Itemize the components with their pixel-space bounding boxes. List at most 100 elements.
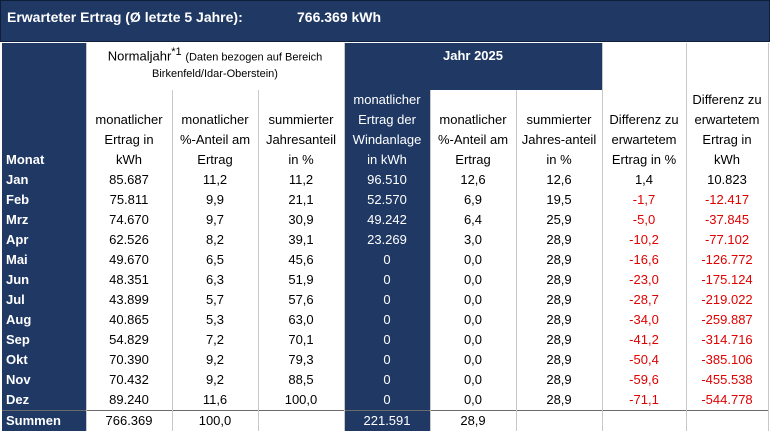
month-cell[interactable]: Jun [2, 270, 87, 290]
group-blank-diff-pct[interactable] [602, 43, 687, 90]
value-cell-c1[interactable]: 48.351 [86, 270, 173, 290]
value-cell-c8[interactable]: -385.106 [686, 350, 769, 370]
value-cell-c8[interactable]: -314.716 [686, 330, 769, 350]
group-jahr-2025[interactable]: Jahr 2025 [344, 43, 603, 90]
value-cell-c8[interactable]: -12.417 [686, 190, 769, 210]
value-cell-c6[interactable]: 28,9 [516, 290, 603, 310]
value-cell-c6[interactable]: 28,9 [516, 310, 603, 330]
group-normaljahr[interactable]: Normaljahr*1 (Daten bezogen auf Bereich … [86, 43, 345, 90]
value-cell-c2[interactable]: 11,6 [172, 390, 259, 411]
value-cell-c1[interactable]: 43.899 [86, 290, 173, 310]
value-cell-c3[interactable]: 11,2 [258, 170, 345, 190]
summen-c3[interactable] [258, 410, 345, 431]
value-cell-c5[interactable]: 0,0 [430, 250, 517, 270]
month-cell[interactable]: Nov [2, 370, 87, 390]
value-cell-c3[interactable]: 57,6 [258, 290, 345, 310]
value-cell-c5[interactable]: 0,0 [430, 310, 517, 330]
value-cell-c7[interactable]: -50,4 [602, 350, 687, 370]
value-cell-c7[interactable]: -71,1 [602, 390, 687, 411]
value-cell-c5[interactable]: 0,0 [430, 290, 517, 310]
value-cell-c4[interactable]: 0 [344, 250, 431, 270]
value-cell-c3[interactable]: 51,9 [258, 270, 345, 290]
value-cell-c8[interactable]: -175.124 [686, 270, 769, 290]
month-cell[interactable]: Dez [2, 390, 87, 411]
value-cell-c6[interactable]: 28,9 [516, 370, 603, 390]
header-monat[interactable]: Monat [2, 90, 87, 170]
value-cell-c3[interactable]: 100,0 [258, 390, 345, 411]
value-cell-c1[interactable]: 75.811 [86, 190, 173, 210]
value-cell-c3[interactable]: 70,1 [258, 330, 345, 350]
value-cell-c4[interactable]: 0 [344, 290, 431, 310]
value-cell-c3[interactable]: 30,9 [258, 210, 345, 230]
value-cell-c6[interactable]: 25,9 [516, 210, 603, 230]
month-cell[interactable]: Apr [2, 230, 87, 250]
value-cell-c2[interactable]: 9,2 [172, 370, 259, 390]
value-cell-c2[interactable]: 9,2 [172, 350, 259, 370]
header-c4[interactable]: monatlicher Ertrag der Windanlage in kWh [344, 90, 431, 170]
value-cell-c1[interactable]: 89.240 [86, 390, 173, 411]
summen-c6[interactable] [516, 410, 603, 431]
month-cell[interactable]: Jul [2, 290, 87, 310]
value-cell-c3[interactable]: 79,3 [258, 350, 345, 370]
value-cell-c4[interactable]: 0 [344, 310, 431, 330]
value-cell-c2[interactable]: 9,9 [172, 190, 259, 210]
value-cell-c1[interactable]: 70.390 [86, 350, 173, 370]
value-cell-c6[interactable]: 28,9 [516, 350, 603, 370]
value-cell-c1[interactable]: 85.687 [86, 170, 173, 190]
value-cell-c3[interactable]: 63,0 [258, 310, 345, 330]
value-cell-c7[interactable]: -5,0 [602, 210, 687, 230]
value-cell-c5[interactable]: 6,9 [430, 190, 517, 210]
value-cell-c6[interactable]: 19,5 [516, 190, 603, 210]
value-cell-c6[interactable]: 28,9 [516, 330, 603, 350]
value-cell-c5[interactable]: 0,0 [430, 350, 517, 370]
value-cell-c7[interactable]: -23,0 [602, 270, 687, 290]
summen-c4[interactable]: 221.591 [344, 410, 431, 431]
value-cell-c5[interactable]: 0,0 [430, 270, 517, 290]
value-cell-c4[interactable]: 0 [344, 350, 431, 370]
value-cell-c8[interactable]: -219.022 [686, 290, 769, 310]
value-cell-c2[interactable]: 9,7 [172, 210, 259, 230]
value-cell-c5[interactable]: 0,0 [430, 390, 517, 411]
group-blank-diff-kwh[interactable] [686, 43, 769, 90]
summen-label[interactable]: Summen [2, 410, 87, 431]
value-cell-c8[interactable]: -126.772 [686, 250, 769, 270]
value-cell-c6[interactable]: 28,9 [516, 250, 603, 270]
value-cell-c8[interactable]: -77.102 [686, 230, 769, 250]
value-cell-c1[interactable]: 62.526 [86, 230, 173, 250]
summen-c2[interactable]: 100,0 [172, 410, 259, 431]
header-c3[interactable]: summierter Jahresanteil in % [258, 90, 345, 170]
month-cell[interactable]: Mrz [2, 210, 87, 230]
value-cell-c2[interactable]: 11,2 [172, 170, 259, 190]
value-cell-c8[interactable]: -37.845 [686, 210, 769, 230]
value-cell-c4[interactable]: 0 [344, 370, 431, 390]
value-cell-c2[interactable]: 6,3 [172, 270, 259, 290]
value-cell-c3[interactable]: 88,5 [258, 370, 345, 390]
header-c6[interactable]: summierter Jahres-anteil in % [516, 90, 603, 170]
value-cell-c4[interactable]: 49.242 [344, 210, 431, 230]
header-c7[interactable]: Differenz zu erwartetem Ertrag in % [602, 90, 687, 170]
value-cell-c5[interactable]: 12,6 [430, 170, 517, 190]
value-cell-c3[interactable]: 39,1 [258, 230, 345, 250]
header-c5[interactable]: monatlicher %-Anteil am Ertrag [430, 90, 517, 170]
value-cell-c1[interactable]: 54.829 [86, 330, 173, 350]
value-cell-c8[interactable]: -259.887 [686, 310, 769, 330]
value-cell-c7[interactable]: 1,4 [602, 170, 687, 190]
month-cell[interactable]: Feb [2, 190, 87, 210]
value-cell-c6[interactable]: 28,9 [516, 270, 603, 290]
value-cell-c5[interactable]: 0,0 [430, 370, 517, 390]
header-c8[interactable]: Differenz zu erwartetem Ertrag in kWh [686, 90, 769, 170]
value-cell-c7[interactable]: -34,0 [602, 310, 687, 330]
value-cell-c5[interactable]: 3,0 [430, 230, 517, 250]
value-cell-c7[interactable]: -41,2 [602, 330, 687, 350]
value-cell-c4[interactable]: 0 [344, 390, 431, 411]
value-cell-c4[interactable]: 0 [344, 330, 431, 350]
value-cell-c2[interactable]: 6,5 [172, 250, 259, 270]
summen-c5[interactable]: 28,9 [430, 410, 517, 431]
corner-cell[interactable] [2, 43, 87, 90]
value-cell-c3[interactable]: 21,1 [258, 190, 345, 210]
value-cell-c7[interactable]: -16,6 [602, 250, 687, 270]
value-cell-c3[interactable]: 45,6 [258, 250, 345, 270]
value-cell-c4[interactable]: 23.269 [344, 230, 431, 250]
value-cell-c4[interactable]: 96.510 [344, 170, 431, 190]
value-cell-c2[interactable]: 8,2 [172, 230, 259, 250]
